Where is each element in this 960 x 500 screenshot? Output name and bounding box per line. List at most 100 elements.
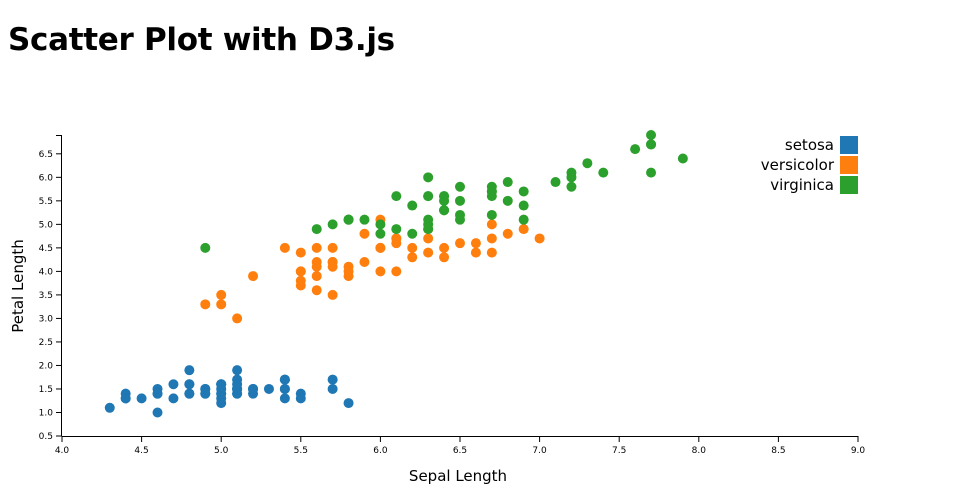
point-versicolor xyxy=(200,299,211,310)
y-tick-label: 3.0 xyxy=(39,314,54,324)
x-tick-label: 5.5 xyxy=(294,446,308,456)
point-setosa xyxy=(327,374,338,385)
point-virginica xyxy=(327,219,338,230)
point-setosa xyxy=(263,383,274,394)
y-tick-label: 4.5 xyxy=(39,244,53,254)
point-setosa xyxy=(248,383,259,394)
point-versicolor xyxy=(375,266,386,277)
y-tick-label: 6.5 xyxy=(39,150,53,160)
point-virginica xyxy=(518,200,529,211)
point-versicolor xyxy=(534,233,545,244)
point-setosa xyxy=(104,402,115,413)
point-setosa xyxy=(216,379,227,390)
point-setosa xyxy=(168,393,179,404)
point-setosa xyxy=(152,407,163,418)
point-setosa xyxy=(136,393,147,404)
point-versicolor xyxy=(423,233,434,244)
y-tick-label: 2.5 xyxy=(39,338,53,348)
x-tick-label: 6.0 xyxy=(373,446,388,456)
point-virginica xyxy=(439,205,450,216)
x-axis-title: Sepal Length xyxy=(409,467,507,485)
point-virginica xyxy=(439,195,450,206)
point-virginica xyxy=(646,139,657,150)
point-virginica xyxy=(582,158,593,169)
point-setosa xyxy=(279,374,290,385)
point-versicolor xyxy=(232,313,243,324)
point-versicolor xyxy=(295,266,306,277)
point-versicolor xyxy=(327,261,338,272)
point-versicolor xyxy=(295,247,306,258)
point-versicolor xyxy=(502,228,513,239)
point-versicolor xyxy=(311,256,322,267)
y-axis: 0.5 1.0 1.5 2.0 2.5 3.0 3.5 4.0 4.5 5.0 5.5 6.0 6.5 xyxy=(39,135,62,442)
point-virginica xyxy=(502,177,513,188)
point-versicolor xyxy=(359,228,370,239)
point-setosa xyxy=(120,393,131,404)
x-tick-label: 4.0 xyxy=(55,446,70,456)
point-versicolor xyxy=(518,224,529,235)
point-virginica xyxy=(455,195,465,206)
point-virginica xyxy=(343,214,354,225)
legend-swatch-versicolor xyxy=(840,156,858,174)
legend: setosa versicolor virginica xyxy=(761,136,858,194)
point-versicolor xyxy=(391,266,402,277)
x-tick-label: 7.5 xyxy=(612,446,626,456)
point-virginica xyxy=(455,181,465,192)
point-virginica xyxy=(646,167,657,178)
point-versicolor xyxy=(407,252,418,263)
data-points xyxy=(104,130,688,418)
legend-label-setosa: setosa xyxy=(785,136,834,154)
x-tick-label: 8.5 xyxy=(771,446,785,456)
point-virginica xyxy=(200,242,211,253)
point-versicolor xyxy=(216,289,227,300)
point-versicolor xyxy=(327,242,338,253)
y-tick-label: 0.5 xyxy=(39,432,53,442)
legend-label-virginica: virginica xyxy=(770,176,834,194)
point-setosa xyxy=(184,388,195,399)
point-versicolor xyxy=(423,247,434,258)
point-setosa xyxy=(216,388,227,399)
page-title: Scatter Plot with D3.js xyxy=(8,22,395,58)
y-tick-label: 1.5 xyxy=(39,385,53,395)
point-versicolor xyxy=(470,238,481,249)
y-tick-label: 5.5 xyxy=(39,197,53,207)
point-versicolor xyxy=(279,242,290,253)
point-virginica xyxy=(518,214,529,225)
point-virginica xyxy=(375,219,386,230)
point-virginica xyxy=(391,224,402,235)
point-setosa xyxy=(184,365,195,376)
point-virginica xyxy=(518,186,529,197)
legend-label-versicolor: versicolor xyxy=(761,156,835,174)
x-tick-label: 5.0 xyxy=(214,446,229,456)
x-tick-label: 9.0 xyxy=(851,446,866,456)
point-virginica xyxy=(455,209,465,220)
point-versicolor xyxy=(327,289,338,300)
point-setosa xyxy=(152,388,163,399)
point-setosa xyxy=(279,393,290,404)
y-tick-label: 4.0 xyxy=(39,267,54,277)
point-versicolor xyxy=(311,271,322,282)
x-tick-label: 8.0 xyxy=(692,446,707,456)
point-versicolor xyxy=(439,252,450,263)
point-virginica xyxy=(677,153,688,164)
x-tick-label: 4.5 xyxy=(134,446,148,456)
y-tick-label: 2.0 xyxy=(39,361,54,371)
point-versicolor xyxy=(439,242,450,253)
point-setosa xyxy=(327,383,338,394)
point-versicolor xyxy=(470,247,481,258)
point-virginica xyxy=(407,200,418,211)
point-versicolor xyxy=(248,271,259,282)
legend-swatch-virginica xyxy=(840,176,858,194)
point-versicolor xyxy=(486,233,497,244)
point-setosa xyxy=(232,379,243,390)
x-axis: 4.0 4.5 5.0 5.5 6.0 6.5 7.0 7.5 8.0 8.5 9.0 xyxy=(55,436,866,456)
point-virginica xyxy=(566,181,577,192)
point-versicolor xyxy=(295,280,306,291)
point-setosa xyxy=(295,393,306,404)
point-versicolor xyxy=(311,242,322,253)
point-setosa xyxy=(343,398,354,409)
y-tick-label: 5.0 xyxy=(39,220,54,230)
point-virginica xyxy=(502,195,513,206)
point-virginica xyxy=(391,191,402,202)
